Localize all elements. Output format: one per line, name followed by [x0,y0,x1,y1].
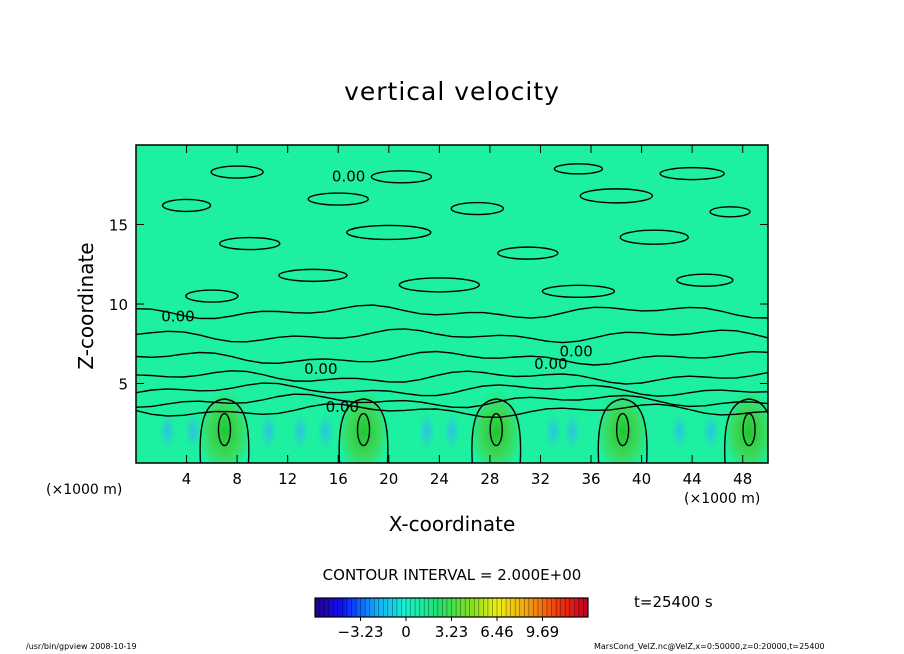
colorbar-tick-label-1: −3.23 [338,623,384,641]
downdraft-patch-8 [545,413,562,450]
cell-contour-7 [346,224,432,241]
downdraft-patch-9 [564,413,581,450]
y-axis: 5 10 15 [109,217,768,394]
x-tick-label-28: 28 [480,470,499,488]
velocity-field [136,145,768,463]
cell-contour-9 [619,229,689,245]
contour-label-6: 0.00 [559,342,592,360]
updraft-contour-1 [199,398,250,463]
updraft-inner-contour-4 [615,412,630,447]
x-tick-label-40: 40 [632,470,651,488]
footer-file-info: MarsCond_VelZ.nc@VelZ,x=0:50000,z=0:2000… [594,642,825,651]
cell-contour-3 [398,277,481,293]
time-label: t=25400 s [634,593,713,611]
updraft-inner-contour-3 [489,412,503,447]
updraft-contour-2 [338,398,389,463]
updraft-inner-contour-5 [742,412,756,447]
cell-contour-13 [579,188,654,204]
y-tick-label-15: 15 [109,217,128,235]
contour-labels: 0.000.000.000.000.000.00 [161,168,593,417]
band-contour-1 [136,403,768,419]
cell-contour-4 [541,284,616,298]
band-contour-5 [136,350,768,366]
colorbar-tick-label-4: 6.46 [480,623,513,641]
downdraft-patch-7 [444,413,460,450]
x-tick-label-48: 48 [733,470,752,488]
contour-label-4: 0.00 [326,398,359,416]
cell-contour-2 [278,268,348,283]
cell-contour-17 [553,163,604,175]
band-contour-7 [136,304,768,320]
band-contour-6 [136,328,768,344]
cell-contour-12 [450,201,504,216]
cell-contour-16 [370,170,433,184]
x-tick-label-20: 20 [379,470,398,488]
downdraft-patch-5 [317,413,334,450]
footer-program-date: /usr/bin/gpview 2008-10-19 [26,642,137,651]
x-axis: 4 8 12 16 20 24 28 32 36 40 44 48 [182,145,752,488]
y-tick-label-10: 10 [109,296,128,314]
y-axis-label: Z-coordinate [74,242,98,370]
updraft-core-5 [723,386,768,463]
x-tick-label-8: 8 [232,470,242,488]
x-tick-label-4: 4 [182,470,192,488]
downdraft-patch-1 [159,413,176,450]
x-axis-label: X-coordinate [388,512,516,536]
colorbar: −3.23 0 3.23 6.46 9.69 [314,597,589,641]
downdraft-patch-2 [184,413,201,450]
downdraft-patch-6 [418,413,435,450]
x-tick-label-32: 32 [531,470,550,488]
downdraft-patch-4 [292,413,309,450]
cell-contour-18 [659,166,725,181]
downdraft-patch-3 [260,413,277,450]
x-tick-label-36: 36 [581,470,600,488]
x-tick-label-44: 44 [683,470,702,488]
x-unit-label-right: (×1000 m) [684,491,761,507]
cell-contour-14 [709,206,751,218]
band-contour-4 [136,370,768,385]
downdraft-patch-10 [671,413,688,450]
x-tick-label-24: 24 [430,470,449,488]
updraft-contour-4 [597,398,648,463]
colorbar-tick-label-5: 9.69 [526,623,559,641]
updraft-contour-5 [723,398,768,463]
cell-contour-5 [676,273,734,287]
cell-contour-10 [161,198,212,213]
x-tick-label-16: 16 [329,470,348,488]
band-contour-3 [136,382,768,397]
contour-label-5: 0.00 [534,355,567,373]
updraft-contour-3 [471,398,522,463]
colorbar-tick-label-2: 0 [401,623,411,641]
cell-contour-11 [307,192,369,206]
contour-label-1: 0.00 [332,168,365,186]
colorbar-tick-label-3: 3.23 [435,623,468,641]
x-tick-label-12: 12 [278,470,297,488]
cell-contour-1 [185,289,239,303]
band-contour-2 [136,393,768,409]
y-tick-label-5: 5 [118,376,128,394]
contour-label-2: 0.00 [161,307,194,325]
cell-contour-8 [497,246,559,260]
updraft-inner-contour-2 [356,412,371,447]
updraft-inner-contour-1 [217,412,232,447]
x-unit-label-left: (×1000 m) [46,482,123,498]
cell-contour-15 [210,165,264,179]
chart-title: vertical velocity [344,77,560,106]
contour-interval-label: CONTOUR INTERVAL = 2.000E+00 [322,566,582,584]
downdraft-patch-11 [703,413,720,450]
contour-label-3: 0.00 [304,360,337,378]
cell-contour-6 [219,236,281,251]
